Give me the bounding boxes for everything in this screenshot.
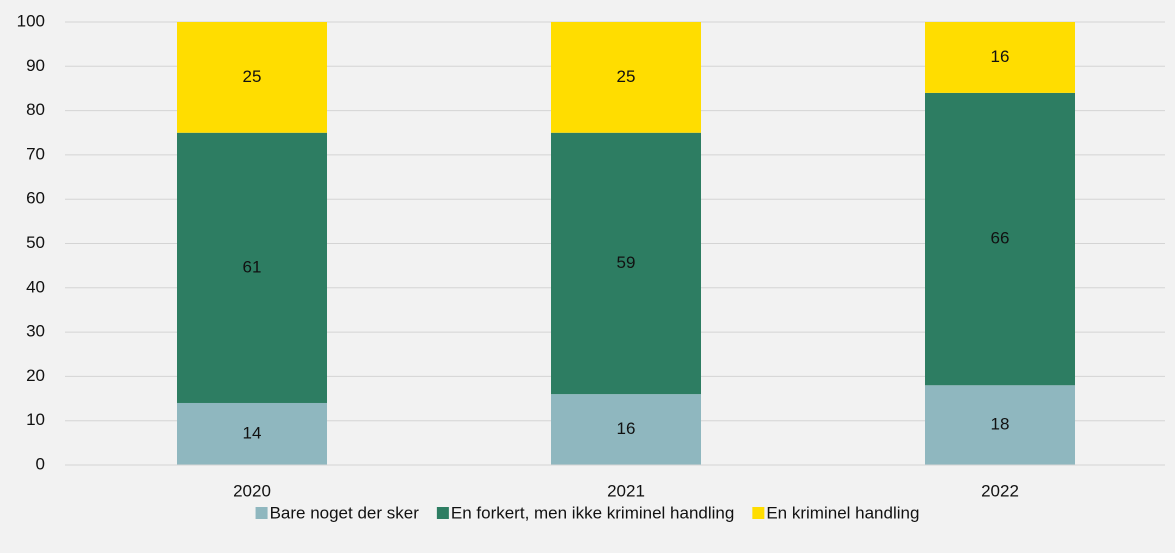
data-label: 59 (617, 253, 636, 272)
y-tick-label: 20 (26, 366, 45, 385)
legend-swatch (255, 507, 268, 519)
bar-segment (551, 132, 701, 395)
bar-segment (925, 385, 1075, 465)
y-tick-label: 30 (26, 322, 45, 341)
data-label: 16 (617, 419, 636, 438)
y-tick-label: 10 (26, 410, 45, 429)
y-tick-label: 40 (26, 277, 45, 296)
y-tick-label: 50 (26, 233, 45, 252)
data-label: 16 (991, 47, 1010, 66)
legend-label: En forkert, men ikke kriminel handling (451, 503, 734, 522)
legend-swatch (436, 507, 449, 519)
legend-swatch (752, 507, 765, 519)
y-tick-label: 0 (36, 454, 45, 473)
legend-label: En kriminel handling (766, 503, 919, 522)
bar-segment (177, 22, 327, 133)
bar-segment (551, 22, 701, 133)
y-tick-label: 100 (17, 11, 45, 30)
data-label: 61 (243, 257, 262, 276)
bar-segment (177, 402, 327, 465)
data-label: 14 (243, 423, 262, 442)
x-tick-label: 2021 (607, 481, 645, 500)
bar-segment (177, 132, 327, 403)
data-label: 25 (617, 67, 636, 86)
bar-segment (551, 394, 701, 465)
x-tick-label: 2020 (233, 481, 271, 500)
bar-segment (925, 92, 1075, 386)
data-label: 18 (991, 415, 1010, 434)
y-tick-label: 90 (26, 56, 45, 75)
x-tick-label: 2022 (981, 481, 1019, 500)
y-tick-label: 80 (26, 100, 45, 119)
y-tick-label: 70 (26, 144, 45, 163)
y-tick-label: 60 (26, 189, 45, 208)
data-label: 66 (991, 229, 1010, 248)
legend-label: Bare noget der sker (270, 503, 420, 522)
data-label: 25 (243, 67, 262, 86)
bar-segment (925, 22, 1075, 93)
